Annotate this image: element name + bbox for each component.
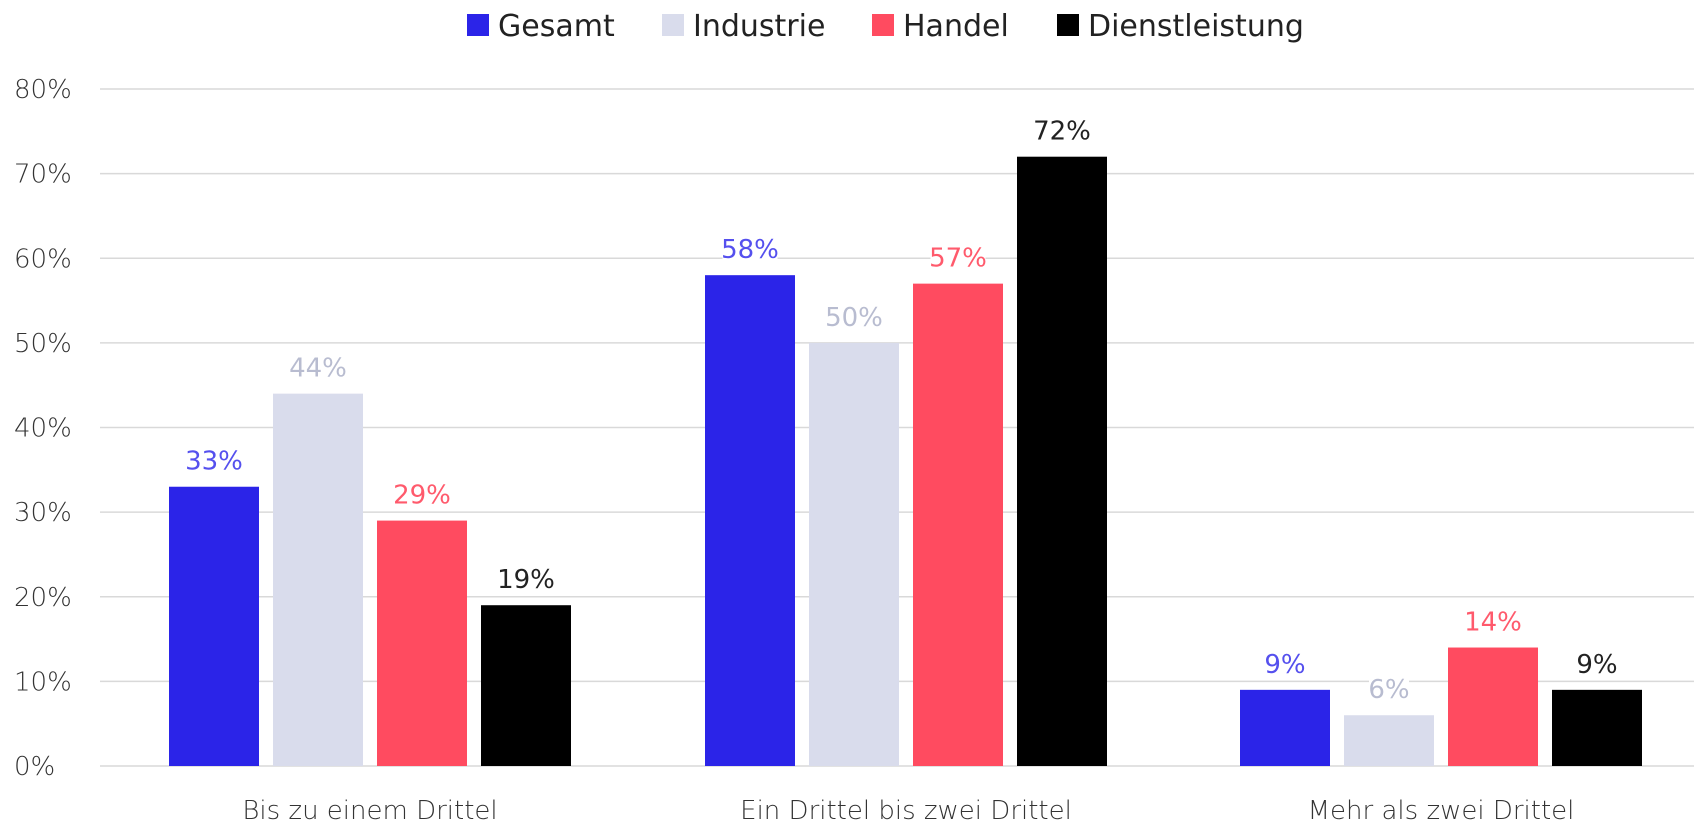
- bar-handel-1: [377, 520, 467, 766]
- data-label-background: [1369, 671, 1409, 706]
- data-label-background: [1034, 112, 1090, 147]
- bar-industrie-2: [809, 342, 899, 766]
- data-label-handel-2: 57%: [929, 244, 987, 274]
- bar-handel-2: [913, 283, 1003, 766]
- data-label-industrie-3: 6%: [1368, 675, 1409, 705]
- legend-label-gesamt: Gesamt: [498, 9, 615, 44]
- bar-dienstleistung-1: [481, 605, 571, 766]
- data-label-gesamt-1: 33%: [185, 447, 243, 477]
- legend-label-handel: Handel: [903, 9, 1009, 44]
- category-label: Bis zu einem Drittel: [242, 796, 497, 825]
- bar-gesamt-3: [1240, 689, 1330, 766]
- category-label: Mehr als zwei Drittel: [1308, 796, 1575, 825]
- data-label-gesamt-3: 9%: [1264, 650, 1305, 680]
- data-label-background: [1465, 603, 1521, 638]
- y-tick-label: 20%: [14, 583, 72, 613]
- category-label: Ein Drittel bis zwei Drittel: [740, 796, 1072, 825]
- data-label-dienstleistung-1: 19%: [497, 565, 555, 595]
- data-label-industrie-2: 50%: [825, 303, 883, 333]
- data-label-background: [722, 231, 778, 266]
- data-label-dienstleistung-3: 9%: [1576, 650, 1617, 680]
- bar-gesamt-1: [169, 486, 259, 766]
- y-tick-label: 50%: [14, 329, 72, 359]
- data-labels: 33% 44% 29% 19% 58% 50% 57% 72% 9% 6% 14% 9%: [185, 112, 1618, 706]
- data-label-background: [394, 476, 450, 511]
- bar-industrie-1: [273, 393, 363, 766]
- bar-dienstleistung-3: [1552, 689, 1642, 766]
- data-label-background: [498, 561, 554, 596]
- legend: Gesamt Industrie Handel Dienstleistung: [467, 9, 1304, 44]
- y-tick-label: 60%: [14, 244, 72, 274]
- y-axis-tick-labels: 0% 10% 20% 30% 40% 50% 60% 70% 80%: [14, 75, 72, 782]
- data-label-background: [930, 239, 986, 274]
- data-label-background: [1577, 645, 1617, 680]
- y-tick-label: 30%: [14, 498, 72, 528]
- data-label-industrie-1: 44%: [289, 354, 347, 384]
- y-tick-label: 10%: [14, 667, 72, 697]
- bars: [169, 156, 1642, 766]
- bar-dienstleistung-2: [1017, 156, 1107, 766]
- legend-swatch-industrie: [662, 14, 684, 36]
- y-tick-label: 40%: [14, 414, 72, 444]
- data-label-handel-3: 14%: [1464, 608, 1522, 638]
- bar-gesamt-2: [705, 275, 795, 766]
- legend-swatch-handel: [872, 14, 894, 36]
- bar-industrie-3: [1344, 715, 1434, 766]
- data-label-background: [826, 298, 882, 333]
- data-label-background: [290, 349, 346, 384]
- legend-label-industrie: Industrie: [693, 9, 825, 44]
- data-label-gesamt-2: 58%: [721, 235, 779, 265]
- data-label-handel-1: 29%: [393, 481, 451, 511]
- y-tick-label: 80%: [14, 75, 72, 105]
- legend-swatch-gesamt: [467, 14, 489, 36]
- y-tick-label: 70%: [14, 160, 72, 190]
- legend-label-dienstleistung: Dienstleistung: [1088, 9, 1304, 44]
- data-label-background: [186, 442, 242, 477]
- bar-handel-3: [1448, 647, 1538, 766]
- data-label-dienstleistung-2: 72%: [1033, 117, 1091, 147]
- data-label-background: [1265, 645, 1305, 680]
- y-tick-label: 0%: [14, 752, 55, 782]
- x-axis-category-labels: Bis zu einem Drittel Ein Drittel bis zwei…: [242, 796, 1574, 825]
- legend-swatch-dienstleistung: [1057, 14, 1079, 36]
